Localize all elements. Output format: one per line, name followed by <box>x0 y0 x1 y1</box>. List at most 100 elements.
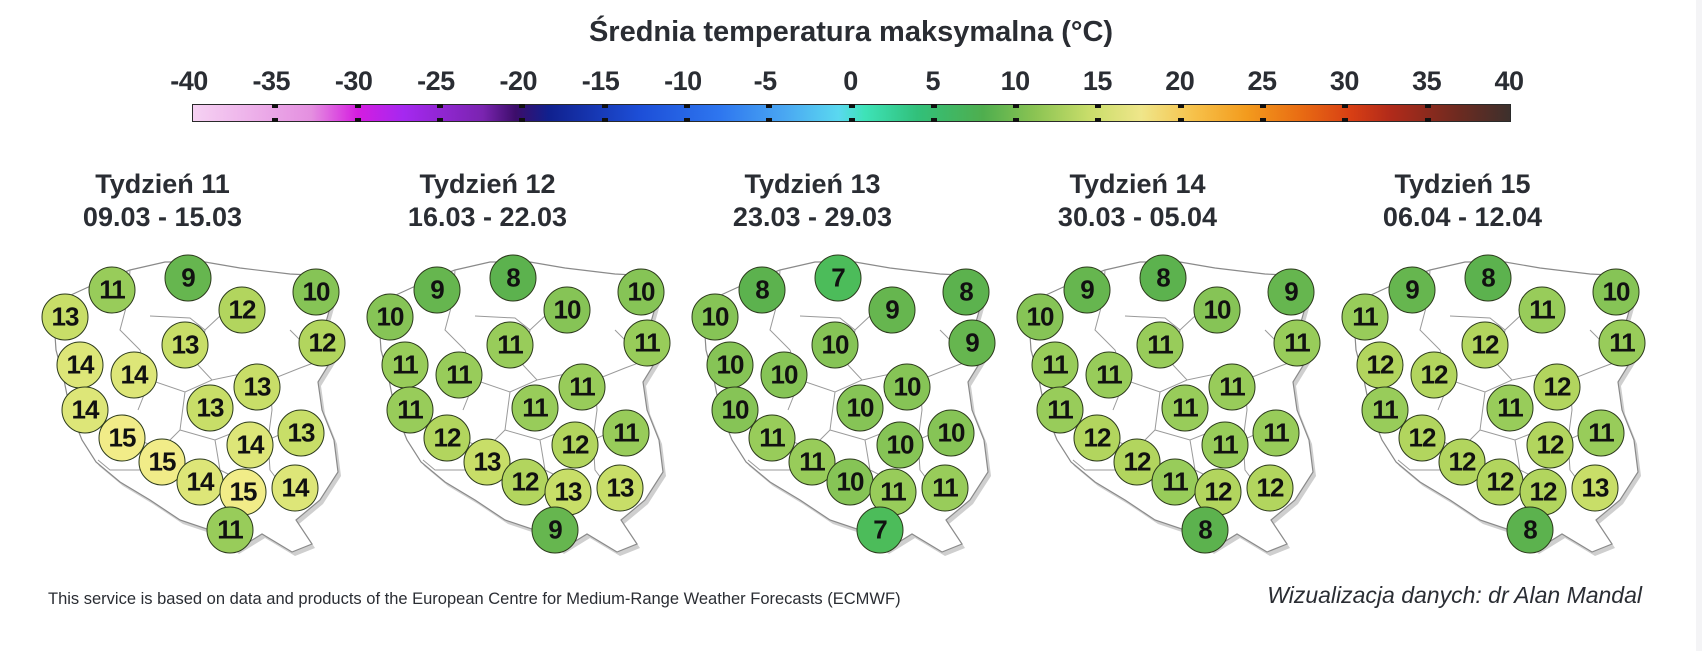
temperature-marker: 11 <box>1208 363 1256 411</box>
temperature-marker: 8 <box>942 268 990 316</box>
colorbar-tick-labels: -40 -35 -30 -25 -20 -15 -10 -5 0 5 10 15 20 25 30 35 40 <box>0 66 1702 100</box>
temperature-marker: 11 <box>1085 351 1133 399</box>
page-edge <box>1696 0 1702 651</box>
temperature-marker: 13 <box>41 293 89 341</box>
colorbar-tick-mark <box>1013 118 1020 122</box>
colorbar-tick-label: 30 <box>1329 66 1360 96</box>
temperature-marker: 11 <box>1486 384 1534 432</box>
temperature-marker: 12 <box>1410 351 1458 399</box>
temperature-marker: 11 <box>206 506 254 554</box>
temperature-marker: 10 <box>876 421 924 469</box>
colorbar-tick-mark <box>272 118 279 122</box>
chart-title: Średnia temperatura maksymalna (°C) <box>588 16 1114 48</box>
temperature-marker: 11 <box>386 386 434 434</box>
temperature-marker: 11 <box>1031 341 1079 389</box>
map-week-13: Tydzień 13 23.03 - 29.03 8 7 8 10 9 9 10 10 10 10 1… <box>650 0 996 560</box>
colorbar-tick-mark <box>1177 104 1184 108</box>
temperature-marker: 10 <box>366 293 414 341</box>
colorbar-tick-mark <box>1013 104 1020 108</box>
colorbar-tick-mark <box>848 118 855 122</box>
colorbar-tick-mark <box>1177 118 1184 122</box>
temperature-marker: 8 <box>738 266 786 314</box>
map-week-12: Tydzień 12 16.03 - 22.03 9 8 10 10 10 11 11 11 11… <box>325 0 671 560</box>
temperature-marker: 12 <box>1073 414 1121 462</box>
temperature-marker: 10 <box>617 268 665 316</box>
temperature-marker: 7 <box>814 254 862 302</box>
colorbar-tick-mark <box>1424 104 1431 108</box>
temperature-marker: 11 <box>381 341 429 389</box>
temperature-marker: 9 <box>531 506 579 554</box>
temperature-marker: 11 <box>435 351 483 399</box>
temperature-marker: 10 <box>826 458 874 506</box>
temperature-marker: 9 <box>948 319 996 367</box>
data-source-note: This service is based on data and produc… <box>48 590 901 608</box>
week-dates: 06.04 - 12.04 <box>1382 202 1543 232</box>
temperature-marker: 9 <box>164 254 212 302</box>
temperature-marker: 12 <box>551 421 599 469</box>
temperature-marker: 13 <box>277 409 325 457</box>
colorbar-tick-mark <box>766 104 773 108</box>
colorbar-tick-mark <box>354 118 361 122</box>
temperature-marker: 10 <box>706 341 754 389</box>
temperature-marker: 11 <box>1252 409 1300 457</box>
week-dates: 09.03 - 15.03 <box>82 202 243 232</box>
colorbar-tick-mark <box>436 104 443 108</box>
map-week-14: Tydzień 14 30.03 - 05.04 9 8 9 10 10 11 11 11 11 1… <box>975 0 1321 560</box>
temperature-marker: 9 <box>1063 266 1111 314</box>
temperature-marker: 12 <box>1398 414 1446 462</box>
week-dates: 16.03 - 22.03 <box>407 202 568 232</box>
week-label: Tydzień 14 <box>1069 169 1206 199</box>
temperature-marker: 13 <box>596 464 644 512</box>
temperature-marker: 12 <box>1246 464 1294 512</box>
temperature-marker: 11 <box>602 409 650 457</box>
temperature-marker: 13 <box>1571 464 1619 512</box>
week-label: Tydzień 13 <box>744 169 881 199</box>
temperature-marker: 11 <box>1577 409 1625 457</box>
week-label: Tydzień 15 <box>1394 169 1531 199</box>
colorbar-tick-label: 20 <box>1165 66 1195 96</box>
temperature-marker: 15 <box>98 414 146 462</box>
temperature-marker: 10 <box>292 268 340 316</box>
author-credit: Wizualizacja danych: dr Alan Mandal <box>1267 582 1642 608</box>
colorbar-tick-mark <box>1424 118 1431 122</box>
colorbar-tick-mark <box>436 118 443 122</box>
colorbar-tick-mark <box>1095 104 1102 108</box>
colorbar-tick-label: -10 <box>664 66 702 96</box>
colorbar-tick-mark <box>683 118 690 122</box>
temperature-marker: 10 <box>927 409 975 457</box>
colorbar-tick-mark <box>930 118 937 122</box>
temperature-marker: 13 <box>161 321 209 369</box>
temperature-marker: 9 <box>413 266 461 314</box>
temperature-marker: 12 <box>1438 438 1486 486</box>
colorbar-tick-label: 25 <box>1247 66 1278 96</box>
temperature-marker: 8 <box>1139 254 1187 302</box>
temperature-marker: 11 <box>1598 319 1646 367</box>
temperature-marker: 11 <box>1273 319 1321 367</box>
temperature-marker: 10 <box>691 293 739 341</box>
temperature-marker: 11 <box>788 438 836 486</box>
temperature-marker: 9 <box>868 286 916 334</box>
temperature-marker: 11 <box>1518 286 1566 334</box>
temperature-marker: 14 <box>226 421 274 469</box>
colorbar-tick-mark <box>766 118 773 122</box>
colorbar-tick-label: 40 <box>1494 66 1524 96</box>
colorbar-tick-mark <box>272 104 279 108</box>
temperature-marker: 14 <box>110 351 158 399</box>
temperature-marker: 8 <box>489 254 537 302</box>
temperature-marker: 11 <box>558 363 606 411</box>
temperature-marker: 11 <box>1136 321 1184 369</box>
temperature-marker: 10 <box>760 351 808 399</box>
colorbar-tick-mark <box>601 104 608 108</box>
temperature-marker: 11 <box>486 321 534 369</box>
temperature-marker: 11 <box>748 414 796 462</box>
temperature-marker: 11 <box>1161 384 1209 432</box>
temperature-marker: 10 <box>836 384 884 432</box>
temperature-marker: 9 <box>1388 266 1436 314</box>
colorbar-tick-mark <box>1095 118 1102 122</box>
colorbar-tick-mark <box>1260 104 1267 108</box>
colorbar-tick-label: -25 <box>417 66 455 96</box>
temperature-marker: 11 <box>1361 386 1409 434</box>
temperature-marker: 12 <box>501 458 549 506</box>
temperature-marker: 12 <box>423 414 471 462</box>
colorbar-tick-mark <box>519 104 526 108</box>
